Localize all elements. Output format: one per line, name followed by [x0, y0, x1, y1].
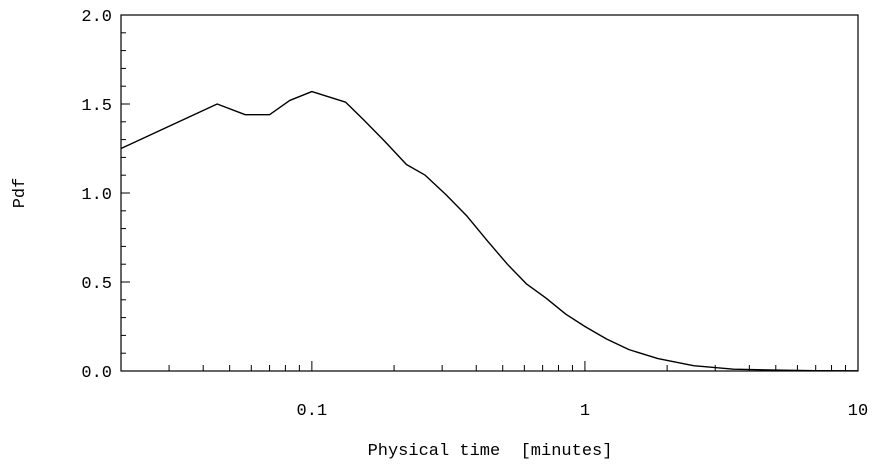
- y-axis-label: Pdf: [11, 178, 30, 209]
- tick-labels: 0.0 0.5 1.0 1.5 2.0 0.1 1 10: [81, 8, 868, 421]
- plot-frame: [120, 14, 859, 372]
- series-line: [120, 90, 859, 372]
- y-tick-label: 0.0: [81, 364, 112, 383]
- y-tick-label: 1.5: [81, 97, 112, 116]
- x-axis-label: Physical time [minutes]: [368, 442, 613, 461]
- y-tick-label: 1.0: [81, 186, 112, 205]
- x-tick-label: 1: [580, 402, 590, 421]
- x-tick-label: 0.1: [297, 402, 328, 421]
- series-group: [120, 90, 859, 372]
- y-tick-label: 2.0: [81, 8, 112, 27]
- axes: [120, 14, 859, 372]
- ticks: [120, 14, 859, 372]
- x-tick-label: 10: [848, 402, 868, 421]
- y-tick-label: 0.5: [81, 275, 112, 294]
